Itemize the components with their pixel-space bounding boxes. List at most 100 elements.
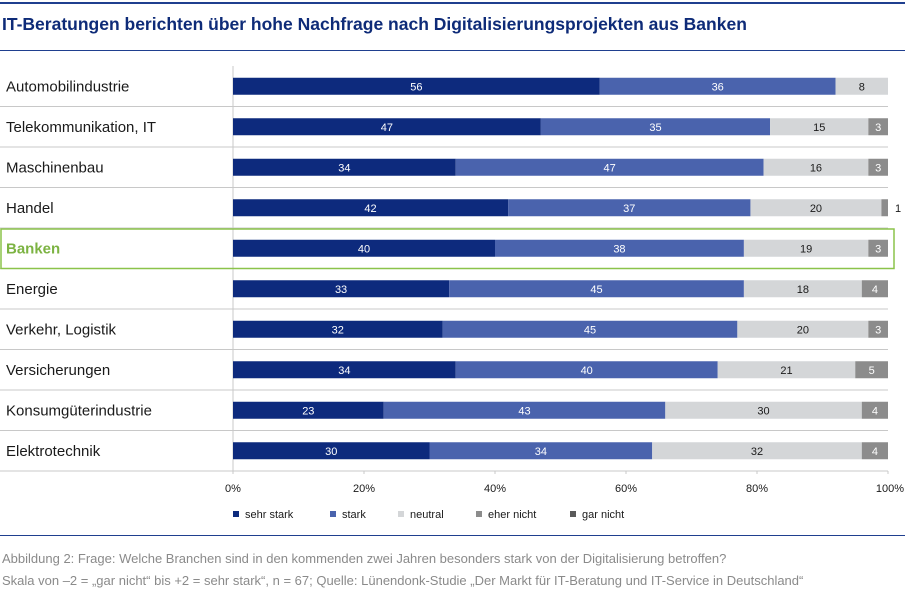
legend-swatch: [330, 511, 336, 517]
bar-segment: [233, 199, 509, 217]
data-label: 8: [859, 81, 865, 93]
bar-segment: [233, 442, 430, 460]
bar-segment: [868, 158, 888, 176]
bar-segment: [737, 320, 869, 338]
bar-segment: [233, 320, 443, 338]
category-label: Telekommunikation, IT: [6, 119, 156, 136]
bar-segment: [868, 118, 888, 136]
data-label: 45: [584, 324, 596, 336]
bar-segment: [233, 280, 450, 298]
bar-segment: [835, 77, 888, 95]
highlight-box: [0, 228, 895, 270]
data-label: 36: [712, 81, 724, 93]
x-tick-label: 20%: [353, 483, 375, 495]
category-label: Automobilindustrie: [6, 78, 129, 95]
bar-segment: [540, 118, 771, 136]
bar-segment: [861, 401, 888, 419]
category-label: Energie: [6, 281, 58, 298]
bar-segment: [449, 280, 744, 298]
legend-swatch: [570, 511, 576, 517]
data-label: 3: [875, 243, 881, 255]
data-label: 18: [797, 284, 809, 296]
data-label: 40: [581, 365, 593, 377]
data-label: 21: [780, 365, 792, 377]
category-label: Elektrotechnik: [6, 443, 101, 460]
category-label: Banken: [6, 240, 60, 257]
bar-segment: [455, 158, 764, 176]
chart-title: IT-Beratungen berichten über hohe Nachfr…: [2, 14, 747, 34]
bar-segment: [429, 442, 653, 460]
data-label: 32: [332, 324, 344, 336]
bar-segment: [717, 361, 856, 379]
data-label: 23: [302, 405, 314, 417]
bottom-rule: [0, 535, 905, 536]
caption-source: Skala von –2 = „gar nicht“ bis +2 = sehr…: [2, 573, 804, 588]
bar-segment: [855, 361, 888, 379]
data-label: 4: [872, 284, 878, 296]
data-label: 47: [381, 122, 393, 134]
bar-segment: [861, 280, 888, 298]
data-label: 32: [751, 446, 763, 458]
data-label: 56: [410, 81, 422, 93]
category-label: Versicherungen: [6, 362, 110, 379]
bar-segment: [868, 320, 888, 338]
bar-segment: [233, 118, 541, 136]
bar-segment: [383, 401, 666, 419]
bar-segment: [743, 280, 862, 298]
category-label: Verkehr, Logistik: [6, 321, 117, 338]
legend-label: eher nicht: [488, 509, 536, 521]
x-tick-label: 60%: [615, 483, 637, 495]
data-label: 43: [518, 405, 530, 417]
bar-segment: [881, 199, 888, 217]
bar-segment: [599, 77, 836, 95]
bar-segment: [743, 239, 869, 257]
legend-swatch: [233, 511, 239, 517]
bar-segment: [233, 361, 456, 379]
legend-label: stark: [342, 509, 366, 521]
data-label: 40: [358, 243, 370, 255]
data-label: 3: [875, 122, 881, 134]
bar-segment: [868, 239, 888, 257]
data-label: 45: [590, 284, 602, 296]
bar-segment: [233, 158, 456, 176]
data-label: 37: [623, 203, 635, 215]
data-label: 30: [757, 405, 769, 417]
data-label: 33: [335, 284, 347, 296]
bar-segment: [861, 442, 888, 460]
bar-segment: [455, 361, 718, 379]
bar-segment: [442, 320, 738, 338]
legend-swatch: [398, 511, 404, 517]
data-label: 30: [325, 446, 337, 458]
data-label: 20: [797, 324, 809, 336]
x-tick-label: 80%: [746, 483, 768, 495]
bar-segment: [763, 158, 869, 176]
bar-segment: [495, 239, 744, 257]
title-rule: [0, 50, 905, 51]
data-label: 42: [364, 203, 376, 215]
legend-label: neutral: [410, 509, 444, 521]
data-label: 4: [872, 446, 878, 458]
data-label: 47: [604, 162, 616, 174]
caption-question: Abbildung 2: Frage: Welche Branchen sind…: [2, 551, 727, 566]
bar-segment: [233, 401, 384, 419]
legend-label: sehr stark: [245, 509, 294, 521]
data-label: 34: [338, 162, 350, 174]
data-label: 1: [895, 203, 901, 215]
data-label: 34: [535, 446, 547, 458]
top-rule: [0, 2, 905, 4]
x-tick-label: 40%: [484, 483, 506, 495]
data-label: 4: [872, 405, 878, 417]
bar-segment: [750, 199, 882, 217]
data-label: 19: [800, 243, 812, 255]
legend-label: gar nicht: [582, 509, 624, 521]
legend-swatch: [476, 511, 482, 517]
bar-segment: [665, 401, 862, 419]
bar-segment: [233, 77, 600, 95]
data-label: 20: [810, 203, 822, 215]
bar-segment: [508, 199, 751, 217]
data-label: 34: [338, 365, 350, 377]
category-label: Konsumgüterindustrie: [6, 402, 152, 419]
bar-segment: [233, 239, 495, 257]
data-label: 35: [649, 122, 661, 134]
bar-segment: [652, 442, 862, 460]
